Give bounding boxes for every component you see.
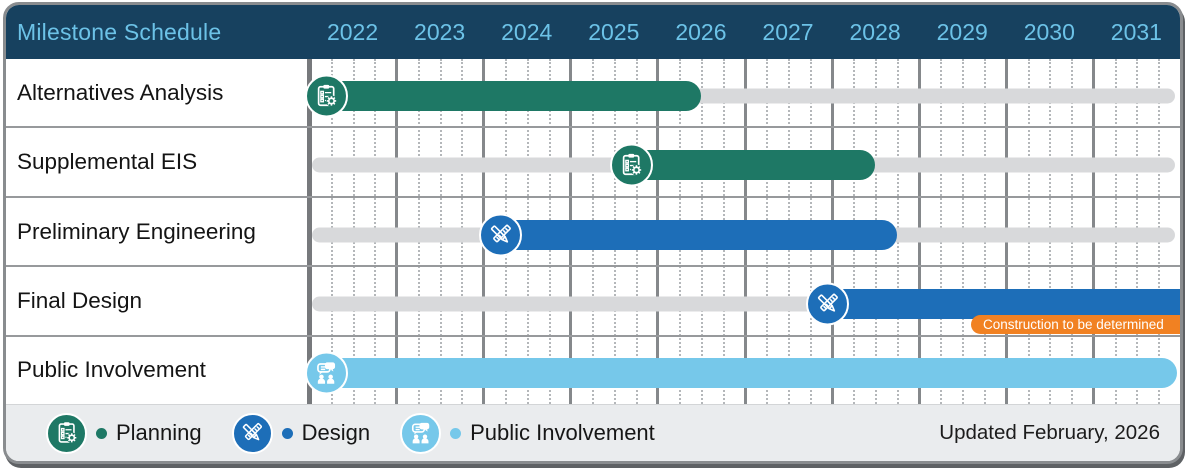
legend-color-dot xyxy=(450,427,462,439)
year-label: 2023 xyxy=(414,18,466,45)
gantt-row: Final Design Construction to be determin… xyxy=(6,265,1180,334)
updated-date: Updated February, 2026 xyxy=(939,421,1160,444)
gantt-row: Alternatives Analysis xyxy=(6,59,1180,126)
legend-color-dot xyxy=(281,427,293,439)
clipboard-gear-icon xyxy=(609,143,653,187)
people-chat-icon xyxy=(305,351,348,395)
row-label: Alternatives Analysis xyxy=(17,79,224,105)
gantt-bar xyxy=(309,80,701,111)
chart-header: Milestone Schedule 2022 2023 2024 2025 2026 2… xyxy=(6,5,1180,59)
construction-annotation: Construction to be determined xyxy=(970,314,1180,334)
year-label: 2028 xyxy=(849,18,901,45)
gantt-bar xyxy=(309,358,1178,389)
gantt-bar xyxy=(613,150,876,181)
gantt-rows: Alternatives Analysis Supplemental EIS xyxy=(6,59,1180,404)
row-chart xyxy=(309,128,1180,195)
legend: Planning Design Public Involvement xyxy=(46,412,655,454)
row-chart xyxy=(305,337,1180,404)
year-axis: 2022 2023 2024 2025 2026 2027 2028 2029 2030 2031 xyxy=(309,5,1180,59)
gantt-body: Alternatives Analysis Supplemental EIS xyxy=(6,59,1180,404)
gantt-row: Supplemental EIS xyxy=(6,126,1180,195)
pencil-ruler-icon xyxy=(805,282,849,326)
year-label: 2030 xyxy=(1023,18,1075,45)
row-chart xyxy=(305,59,1180,126)
legend-color-dot xyxy=(96,427,107,439)
year-label: 2024 xyxy=(501,18,553,45)
people-chat-icon xyxy=(400,412,442,454)
page-title: Milestone Schedule xyxy=(17,18,222,45)
pencil-ruler-icon xyxy=(479,213,523,257)
gantt-bar xyxy=(483,219,897,250)
legend-item: Planning xyxy=(46,412,202,454)
gantt-row: Public Involvement xyxy=(6,334,1180,404)
row-chart: Construction to be determined xyxy=(309,267,1180,334)
year-label: 2031 xyxy=(1110,18,1162,45)
year-gridline xyxy=(307,59,312,404)
milestone-schedule-card: Milestone Schedule 2022 2023 2024 2025 2026 2… xyxy=(3,2,1183,464)
clipboard-gear-icon xyxy=(46,412,87,454)
legend-footer: Planning Design Public Involvement Updat… xyxy=(6,404,1180,461)
legend-label: Public Involvement xyxy=(470,420,655,445)
legend-item: Public Involvement xyxy=(400,412,655,454)
year-label: 2022 xyxy=(326,18,379,45)
row-label: Preliminary Engineering xyxy=(17,218,256,244)
clipboard-gear-icon xyxy=(305,74,348,118)
legend-label: Design xyxy=(301,420,371,445)
legend-label: Planning xyxy=(116,420,202,445)
row-chart xyxy=(309,198,1180,265)
row-label: Final Design xyxy=(17,287,143,313)
legend-item: Design xyxy=(231,412,371,454)
gantt-row: Preliminary Engineering xyxy=(6,195,1180,265)
year-label: 2029 xyxy=(936,18,988,45)
row-label: Public Involvement xyxy=(17,357,206,383)
pencil-ruler-icon xyxy=(231,412,273,454)
year-label: 2027 xyxy=(762,18,814,45)
gantt-bar xyxy=(809,288,1180,319)
year-label: 2025 xyxy=(588,18,640,45)
row-label: Supplemental EIS xyxy=(17,149,198,175)
year-label: 2026 xyxy=(675,18,727,45)
